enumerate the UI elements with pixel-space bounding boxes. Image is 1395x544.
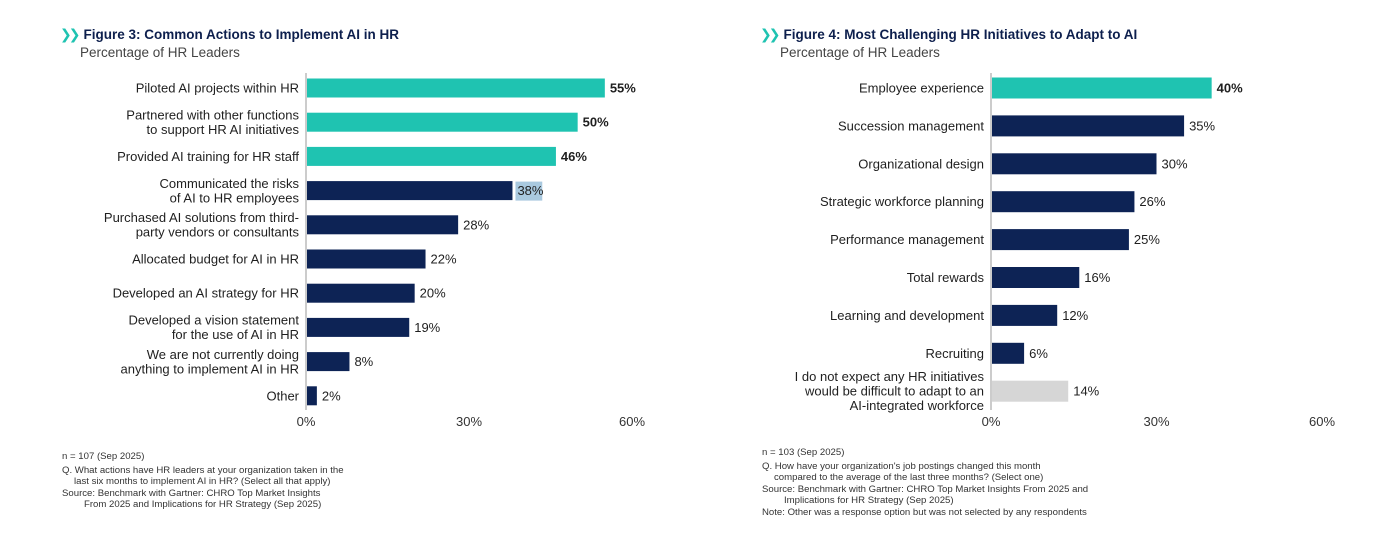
category-label: anything to implement AI in HR [121, 361, 299, 376]
x-tick-label: 60% [1309, 414, 1335, 429]
figure-3-chart: 0% 30% 60% Piloted AI projects within HR 55%… [104, 73, 645, 429]
category-label: Developed a vision statement [128, 313, 299, 328]
figure-3-notes: n = 107 (Sep 2025) Q. What actions have … [62, 451, 344, 511]
data-label: 14% [1073, 384, 1099, 399]
category-label: Recruiting [925, 346, 984, 361]
bar [992, 380, 1069, 402]
chevron-right-icon: ❯❯ [760, 26, 781, 42]
data-label: 22% [431, 252, 457, 267]
figure-3-title: Figure 3: Common Actions to Implement AI… [83, 27, 399, 42]
bar [992, 304, 1058, 326]
x-tick-label: 30% [456, 414, 482, 429]
category-label: of AI to HR employees [170, 190, 300, 205]
data-label: 20% [420, 286, 446, 301]
data-label: 16% [1084, 270, 1110, 285]
bar [307, 352, 350, 372]
figure-3: ❯❯ Figure 3: Common Actions to Implement … [0, 0, 690, 544]
category-label: Piloted AI projects within HR [136, 81, 299, 96]
category-label: Employee experience [859, 81, 984, 96]
chevron-right-icon: ❯❯ [60, 26, 81, 42]
category-label: to support HR AI initiatives [147, 122, 300, 137]
category-label: Communicated the risks [160, 176, 300, 191]
bar [307, 215, 459, 235]
data-label: 25% [1134, 232, 1160, 247]
figure-4: ❯❯ Figure 4: Most Challenging HR Initiati… [700, 0, 1395, 544]
data-label: 50% [583, 115, 609, 130]
bar [992, 267, 1080, 288]
category-label: would be difficult to adapt to an [804, 384, 984, 399]
category-label: Partnered with other functions [126, 107, 299, 122]
figure-4-question: Q. How have your organization's job post… [762, 460, 1041, 472]
data-label: 12% [1062, 308, 1088, 323]
figure-4-source-cont: Implications for HR Strategy (Sep 2025) [784, 495, 954, 506]
figure-3-source-cont: From 2025 and Implications for HR Strate… [84, 499, 322, 510]
label-highlight [515, 181, 543, 201]
x-tick-label: 0% [982, 414, 1001, 429]
category-label: Learning and development [830, 308, 984, 323]
figure-4-source: Source: Benchmark with Gartner: CHRO Top… [762, 483, 1089, 495]
category-label: We are not currently doing [147, 347, 299, 362]
figure-3-question-cont: last six months to implement AI in HR? (… [74, 476, 331, 487]
data-label: 6% [1029, 346, 1048, 361]
bar [307, 146, 556, 166]
bar [992, 153, 1157, 175]
figure-3-header: ❯❯ Figure 3: Common Actions to Implement … [60, 26, 399, 60]
category-label: Strategic workforce planning [820, 194, 984, 209]
figure-4-question-cont: compared to the average of the last thre… [774, 472, 1044, 483]
category-label: Purchased AI solutions from third- [104, 210, 299, 225]
bar [992, 229, 1129, 251]
figure-4-sample-size: n = 103 (Sep 2025) [762, 447, 845, 458]
data-label: 55% [610, 81, 636, 96]
figure-4-header: ❯❯ Figure 4: Most Challenging HR Initiati… [760, 26, 1137, 60]
category-label: Provided AI training for HR staff [117, 149, 299, 164]
bar [307, 78, 605, 98]
figure-4-note: Note: Other was a response option but wa… [762, 506, 1087, 518]
category-label: Organizational design [858, 156, 984, 171]
category-label: for the use of AI in HR [172, 327, 299, 342]
figure-4-subtitle: Percentage of HR Leaders [780, 45, 940, 60]
bar [307, 386, 317, 406]
bar [307, 249, 426, 269]
bar [992, 342, 1025, 364]
data-label: 26% [1139, 194, 1165, 209]
figure-4-notes: n = 103 (Sep 2025) Q. How have your orga… [762, 447, 1088, 518]
category-label: Performance management [830, 232, 984, 247]
bar [992, 191, 1135, 213]
category-label: AI-integrated workforce [850, 398, 984, 413]
category-label: Allocated budget for AI in HR [132, 252, 299, 267]
category-label: Succession management [838, 118, 984, 133]
x-tick-label: 60% [619, 414, 645, 429]
data-label: 38% [517, 183, 543, 198]
data-label: 35% [1189, 118, 1215, 133]
data-label: 19% [414, 320, 440, 335]
figure-3-sample-size: n = 107 (Sep 2025) [62, 451, 145, 462]
x-tick-label: 0% [297, 414, 316, 429]
category-label: Other [266, 388, 299, 403]
bar [307, 181, 513, 201]
category-label: I do not expect any HR initiatives [795, 369, 985, 384]
x-tick-label: 30% [1143, 414, 1169, 429]
bar [307, 112, 578, 132]
data-label: 30% [1162, 156, 1188, 171]
figure-3-subtitle: Percentage of HR Leaders [80, 45, 240, 60]
bar [992, 77, 1212, 99]
data-label: 2% [322, 388, 341, 403]
data-label: 46% [561, 149, 587, 164]
figure-4-title: Figure 4: Most Challenging HR Initiative… [783, 27, 1138, 42]
category-label: party vendors or consultants [136, 225, 300, 240]
data-label: 28% [463, 217, 489, 232]
figure-3-source: Source: Benchmark with Gartner: CHRO Top… [62, 487, 321, 499]
category-label: Total rewards [907, 270, 985, 285]
figure-3-question: Q. What actions have HR leaders at your … [62, 464, 344, 476]
data-label: 8% [354, 354, 373, 369]
data-label: 40% [1217, 81, 1243, 96]
bar [307, 317, 410, 337]
category-label: Developed an AI strategy for HR [113, 286, 299, 301]
bar [992, 115, 1185, 137]
bar [307, 283, 415, 303]
figure-4-chart: 0% 30% 60% Employee experience 40% Succession… [795, 73, 1335, 429]
